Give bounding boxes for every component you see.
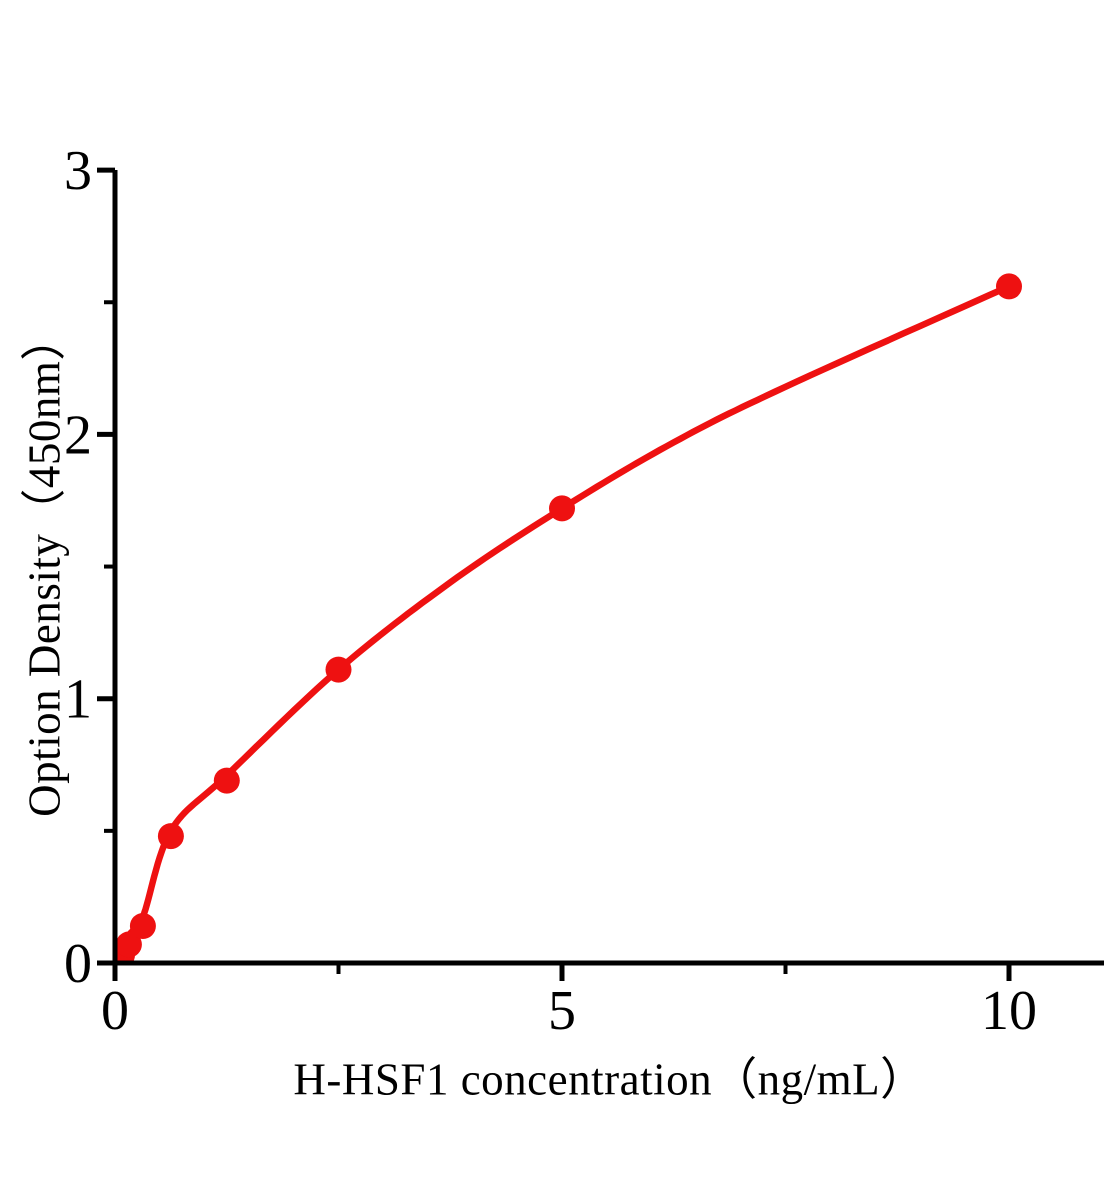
y-tick-label: 0 (64, 933, 92, 995)
data-point (325, 656, 352, 683)
data-point (549, 495, 575, 522)
x-axis-title: H-HSF1 concentration（ng/mL） (293, 1054, 926, 1105)
data-point (115, 931, 142, 958)
x-tick-label: 5 (548, 980, 576, 1042)
x-tick-label: 0 (101, 980, 129, 1042)
data-point (157, 823, 184, 850)
y-tick-label: 2 (64, 404, 92, 466)
data-layer (115, 273, 1022, 963)
y-axis-title: Option Density（450nm） (19, 315, 70, 817)
fit-curve (115, 283, 1013, 963)
data-point (129, 913, 156, 939)
x-tick-label: 10 (981, 980, 1037, 1042)
y-tick-label: 3 (64, 140, 92, 202)
data-point (213, 767, 240, 794)
axes-lines (112, 170, 1104, 966)
y-tick-label: 1 (64, 669, 92, 731)
data-point (996, 273, 1022, 300)
